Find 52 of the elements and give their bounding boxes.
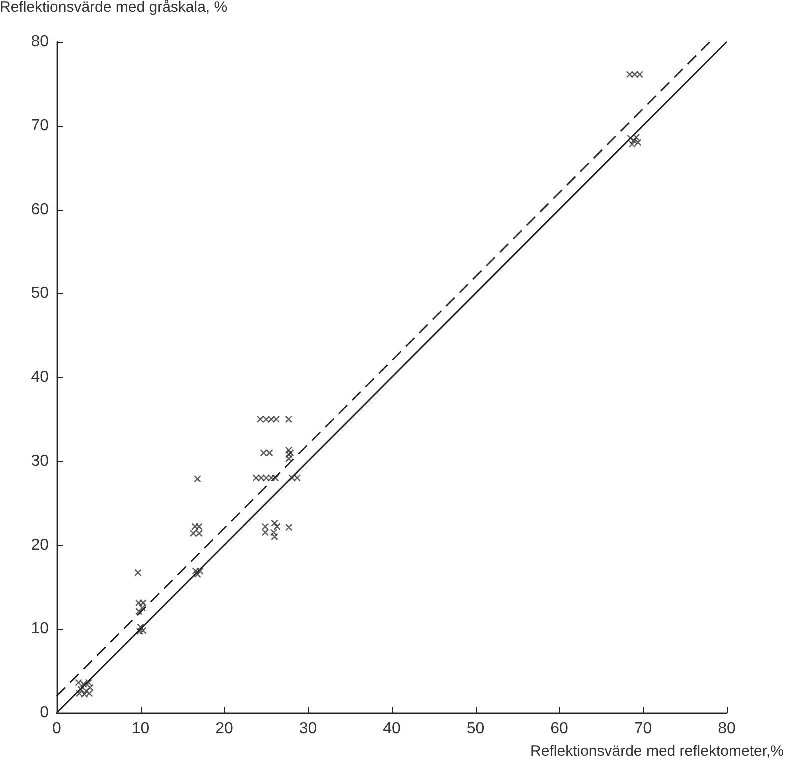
y-tick-label: 50: [31, 285, 50, 302]
y-tick-label: 80: [31, 34, 50, 50]
x-tick-label: 80: [718, 720, 736, 738]
point: [271, 533, 278, 541]
point: [260, 449, 268, 457]
point: [194, 475, 202, 483]
point: [268, 474, 276, 482]
y-tick-label: 40: [31, 369, 50, 386]
point: [272, 474, 280, 482]
x-axis-title: Reflektionsvärde med reflektometer,%: [530, 743, 784, 760]
y-tick-label: 0: [40, 704, 50, 722]
point: [285, 524, 293, 532]
point: [285, 416, 293, 424]
point: [630, 137, 638, 145]
x-tick-label: 70: [634, 720, 652, 738]
point: [631, 71, 639, 78]
point: [288, 474, 296, 482]
x-tick-label: 40: [383, 720, 401, 738]
point: [136, 628, 144, 636]
x-tick-label: 60: [550, 720, 568, 738]
point: [266, 449, 274, 457]
y-tick-label: 20: [31, 536, 50, 554]
point: [274, 523, 281, 530]
x-tick-label: 20: [216, 720, 234, 738]
point: [626, 71, 634, 78]
y-tick-label: 60: [31, 201, 50, 218]
point: [268, 416, 276, 424]
x-tick-label: 30: [299, 720, 318, 738]
point: [80, 690, 88, 698]
point: [258, 474, 265, 482]
y-axis-title: Reflektionsvärde med gråskala, %: [0, 0, 228, 16]
y-tick-label: 70: [31, 117, 50, 134]
point: [140, 627, 147, 634]
point: [194, 570, 202, 578]
point: [262, 416, 270, 424]
point: [270, 529, 278, 536]
point: [262, 474, 270, 482]
point: [137, 624, 144, 632]
point: [192, 568, 200, 575]
y-tick-label: 30: [31, 452, 50, 470]
point: [196, 568, 204, 575]
x-tick-label: 10: [132, 720, 150, 738]
x-tick-label: 0: [52, 720, 62, 738]
x-tick-label: 50: [466, 720, 485, 738]
point: [256, 416, 264, 424]
point: [252, 474, 260, 482]
point: [294, 474, 302, 482]
point: [636, 71, 644, 78]
point: [134, 569, 142, 577]
point: [271, 520, 278, 528]
point: [272, 416, 280, 424]
y-tick-label: 10: [31, 620, 50, 638]
